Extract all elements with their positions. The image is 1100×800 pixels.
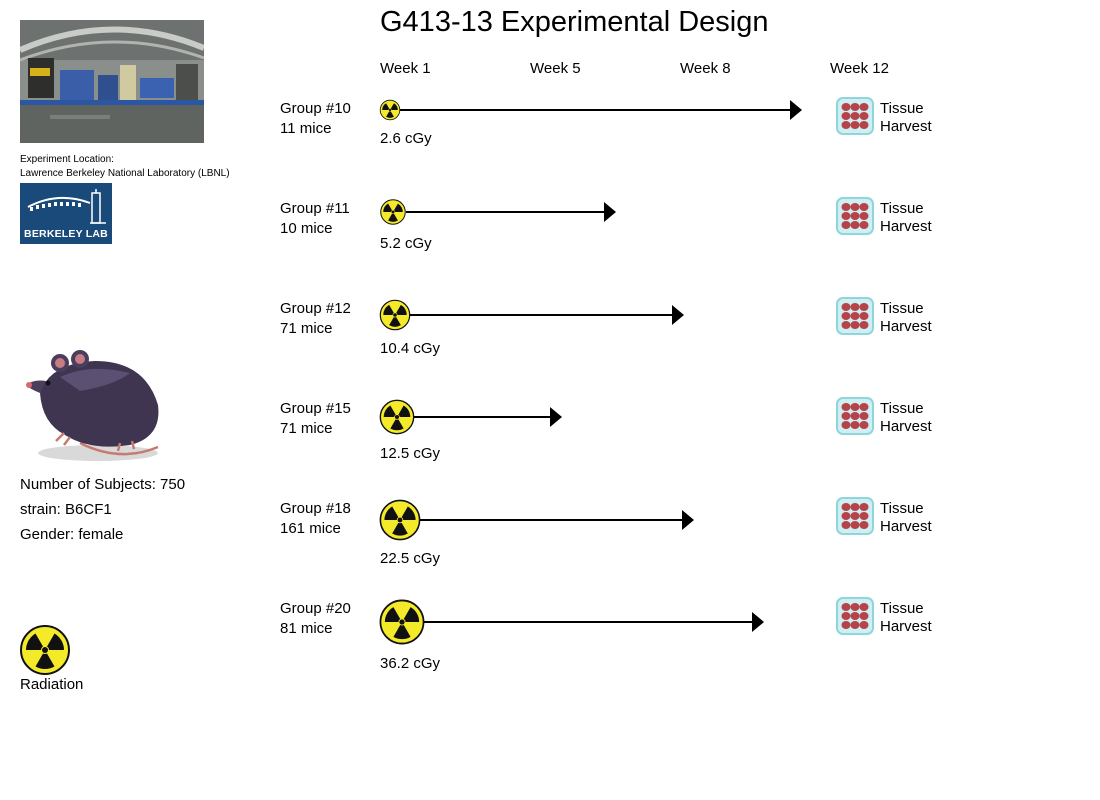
berkeley-lab-logo: BERKELEY LAB: [20, 183, 112, 244]
tissue-harvest-icon: [836, 397, 874, 435]
tissue-label-line1: Tissue: [880, 300, 924, 317]
group-dose: 36.2 cGy: [380, 655, 441, 672]
week-label-1: Week 1: [380, 60, 431, 77]
week-label-8: Week 8: [680, 60, 731, 77]
experiment-location: Experiment Location: Lawrence Berkeley N…: [20, 153, 230, 181]
tissue-harvest-label: Tissue Harvest: [880, 600, 932, 636]
tissue-label-line2: Harvest: [880, 618, 932, 635]
tissue-label-line2: Harvest: [880, 218, 932, 235]
group-name: Group #11: [280, 200, 350, 217]
tissue-label-line1: Tissue: [880, 200, 924, 217]
tissue-harvest-label: Tissue Harvest: [880, 100, 932, 136]
tissue-label-line1: Tissue: [880, 100, 924, 117]
tissue-label-line2: Harvest: [880, 418, 932, 435]
tissue-harvest-label: Tissue Harvest: [880, 400, 932, 436]
location-name: Lawrence Berkeley National Laboratory (L…: [20, 168, 230, 179]
group-name: Group #18: [280, 500, 351, 517]
group-dose: 2.6 cGy: [380, 130, 432, 147]
tissue-harvest-label: Tissue Harvest: [880, 200, 932, 236]
group-count: 71 mice: [280, 420, 333, 437]
group-dose: 12.5 cGy: [380, 445, 441, 462]
page-title: G413-13 Experimental Design: [380, 6, 769, 38]
timeline-arrow: [410, 305, 684, 325]
tissue-harvest-icon: [836, 497, 874, 535]
radiation-icon: [380, 199, 406, 226]
radiation-icon: [379, 99, 401, 121]
tissue-label-line1: Tissue: [880, 500, 924, 517]
tissue-harvest-icon: [836, 97, 874, 135]
group-count: 10 mice: [280, 220, 333, 237]
location-label: Experiment Location:: [20, 154, 114, 165]
timeline-arrow: [400, 100, 802, 120]
group-name: Group #10: [280, 100, 351, 117]
tissue-harvest-label: Tissue Harvest: [880, 500, 932, 536]
radiation-icon: [379, 399, 415, 435]
subjects-gender: Gender: female: [20, 526, 124, 543]
group-dose: 5.2 cGy: [380, 235, 432, 252]
week-label-5: Week 5: [530, 60, 581, 77]
tissue-harvest-icon: [836, 197, 874, 235]
tissue-label-line2: Harvest: [880, 318, 932, 335]
tissue-label-line1: Tissue: [880, 400, 924, 417]
group-count: 81 mice: [280, 620, 333, 637]
subjects-count: Number of Subjects: 750: [20, 476, 186, 493]
tissue-label-line2: Harvest: [880, 118, 932, 135]
tissue-harvest-icon: [836, 297, 874, 335]
tissue-label-line2: Harvest: [880, 518, 932, 535]
radiation-icon: [379, 599, 425, 646]
radiation-legend-label: Radiation: [20, 676, 84, 693]
tissue-harvest-icon: [836, 597, 874, 635]
timeline-arrow: [414, 407, 562, 427]
tissue-label-line1: Tissue: [880, 600, 924, 617]
mouse-illustration: [20, 345, 170, 465]
radiation-icon: [379, 499, 421, 542]
timeline-arrow: [424, 612, 764, 632]
group-dose: 10.4 cGy: [380, 340, 441, 357]
subjects-strain: strain: B6CF1: [20, 501, 112, 518]
facility-photo: [20, 20, 204, 143]
group-name: Group #20: [280, 600, 351, 617]
group-count: 161 mice: [280, 520, 341, 537]
group-dose: 22.5 cGy: [380, 550, 441, 567]
group-count: 11 mice: [280, 120, 332, 137]
group-count: 71 mice: [280, 320, 333, 337]
week-label-12: Week 12: [830, 60, 889, 77]
logo-text: BERKELEY LAB: [24, 228, 108, 240]
group-name: Group #15: [280, 400, 351, 417]
radiation-icon: [379, 299, 411, 331]
tissue-harvest-label: Tissue Harvest: [880, 300, 932, 336]
timeline-arrow: [420, 510, 694, 530]
radiation-icon: [20, 625, 70, 675]
group-name: Group #12: [280, 300, 351, 317]
timeline-arrow: [406, 202, 616, 222]
